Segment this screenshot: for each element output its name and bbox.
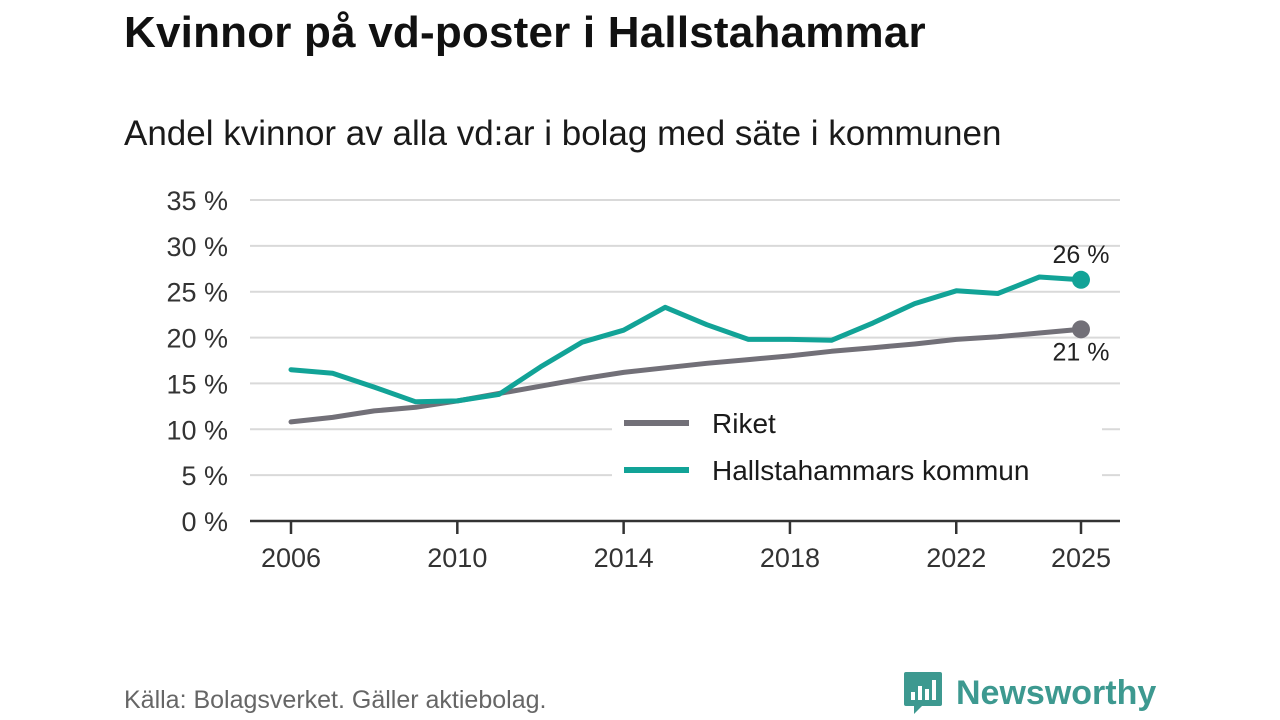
- y-tick-label: 20 %: [166, 324, 228, 354]
- x-tick-label: 2010: [427, 543, 487, 573]
- x-axis: 2006 2010 2014 2018 2022 2025: [250, 519, 1120, 573]
- chart-title: Kvinnor på vd-poster i Hallstahammar: [124, 8, 926, 57]
- x-tick-label: 2025: [1051, 543, 1111, 573]
- legend: Riket Hallstahammars kommun: [612, 398, 1102, 498]
- y-tick-label: 10 %: [166, 415, 228, 445]
- end-label-riket: 21 %: [1053, 338, 1110, 366]
- y-tick-label: 15 %: [166, 369, 228, 399]
- x-tick-label: 2014: [594, 543, 654, 573]
- legend-label-kommun: Hallstahammars kommun: [712, 455, 1029, 486]
- end-point-riket: [1072, 320, 1090, 339]
- chart-subtitle: Andel kvinnor av alla vd:ar i bolag med …: [124, 114, 1002, 153]
- line-chart: 0 %5 %10 %15 %20 %25 %30 %35 % 2006 2010 2…: [166, 186, 1120, 573]
- legend-label-riket: Riket: [712, 408, 776, 439]
- brand-logo[interactable]: Newsworthy: [902, 670, 1156, 716]
- series-line-riket: [288, 326, 1084, 425]
- series-line-kommun: [288, 274, 1084, 405]
- newsworthy-logo-icon: [904, 672, 942, 714]
- y-tick-label: 0 %: [181, 507, 228, 537]
- x-tick-label: 2022: [926, 543, 986, 573]
- y-tick-label: 35 %: [166, 186, 228, 216]
- y-tick-label: 30 %: [166, 232, 228, 262]
- x-tick-label: 2018: [760, 543, 820, 573]
- legend-box: [612, 398, 1102, 498]
- brand-name: Newsworthy: [956, 673, 1157, 712]
- source-note: Källa: Bolagsverket. Gäller aktiebolag.: [124, 686, 547, 714]
- x-tick-label: 2006: [261, 543, 321, 573]
- y-axis-ticks: 0 % 5 % 10 % 15 % 20 % 25 % 30 % 35 %: [166, 186, 228, 537]
- series-lines: 21 % 26 %: [288, 241, 1110, 425]
- y-tick-label: 5 %: [181, 461, 228, 491]
- end-point-kommun: [1072, 270, 1090, 289]
- y-tick-label: 25 %: [166, 278, 228, 308]
- end-label-kommun: 26 %: [1053, 241, 1110, 269]
